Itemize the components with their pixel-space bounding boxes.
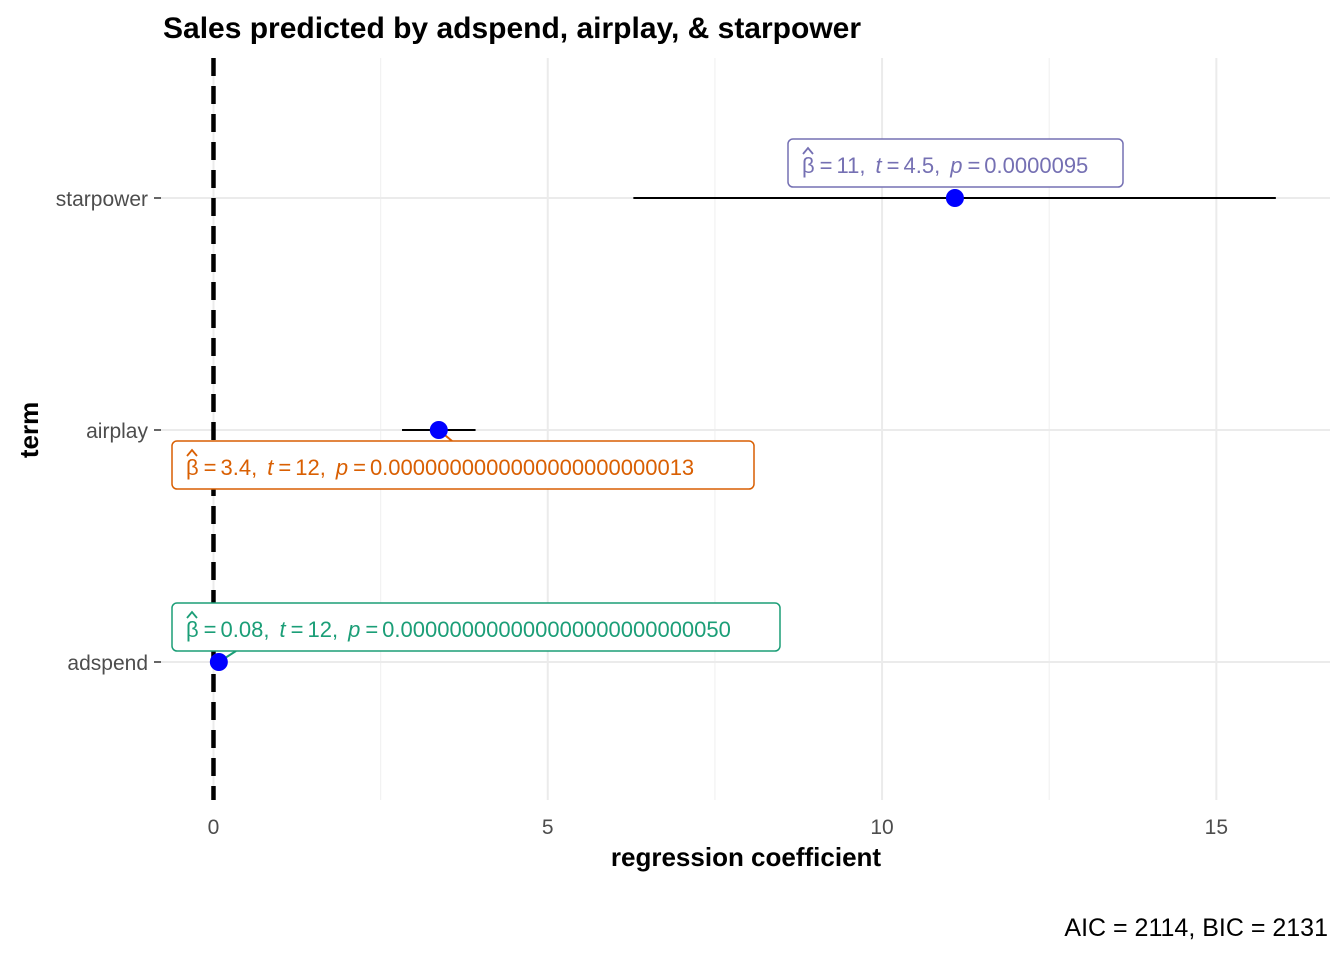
- x-tick-label: 0: [208, 816, 220, 839]
- label-airplay: β = 3.4, t = 12, p = 0.0000000000000000000000013: [171, 440, 755, 490]
- y-tick-label: starpower: [56, 188, 148, 211]
- label-text-adspend: β = 0.08, t = 12, p = 0.000000000000000000000000…: [186, 617, 731, 642]
- chart-title: Sales predicted by adspend, airplay, & s…: [163, 12, 861, 45]
- label-text-starpower: β = 11, t = 4.5, p = 0.0000095: [802, 153, 1088, 178]
- label-starpower: β = 11, t = 4.5, p = 0.0000095: [787, 138, 1124, 188]
- point-layer: [209, 189, 964, 671]
- x-tick-label: 5: [542, 816, 554, 839]
- beta-hat-mark: [186, 448, 198, 457]
- y-tick-label: adspend: [67, 652, 148, 675]
- point-starpower: [945, 189, 964, 207]
- label-box-airplay: [171, 440, 755, 490]
- point-adspend: [209, 653, 228, 671]
- y-axis-title: term: [14, 402, 44, 458]
- x-tick-label: 15: [1205, 816, 1228, 839]
- label-box-adspend: [171, 602, 781, 652]
- chart-caption: AIC = 2114, BIC = 2131: [1064, 914, 1328, 942]
- label-layer: β = 11, t = 4.5, p = 0.0000095 β = 3.4, t = 12, p = 0.000…: [171, 138, 1124, 652]
- axis-layer: 0 5 10 15 adspend airplay starpower: [56, 188, 1228, 839]
- y-tick-label: airplay: [86, 420, 148, 443]
- point-airplay: [429, 421, 448, 439]
- label-text-airplay: β = 3.4, t = 12, p = 0.0000000000000000000000013: [186, 455, 694, 480]
- label-box-starpower: [787, 138, 1124, 188]
- beta-hat-mark: [186, 610, 198, 619]
- x-tick-label: 10: [870, 816, 893, 839]
- x-axis-title: regression coefficient: [611, 842, 882, 872]
- grid-layer: [160, 58, 1330, 800]
- label-adspend: β = 0.08, t = 12, p = 0.000000000000000000000000…: [171, 602, 781, 652]
- beta-hat-mark: [802, 146, 814, 155]
